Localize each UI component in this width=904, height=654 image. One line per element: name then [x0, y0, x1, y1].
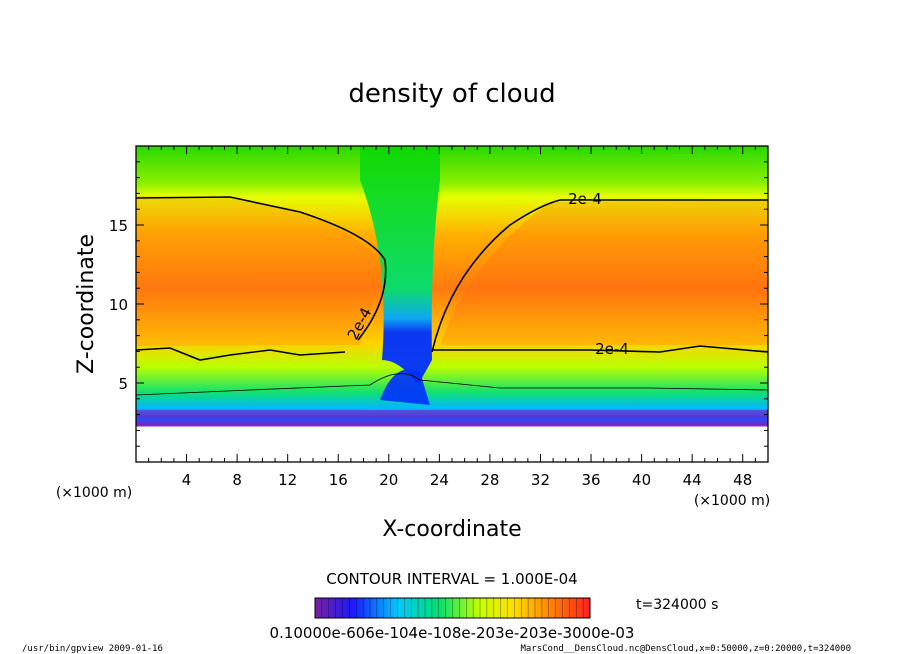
contour-label-right-base: 2e-4	[595, 340, 629, 358]
contour-interval-text: CONTOUR INTERVAL = 1.000E-04	[326, 570, 577, 588]
x-tick-label: 44	[683, 471, 702, 489]
heatmap-right-core	[440, 200, 768, 345]
colorbar-ticks	[321, 598, 584, 618]
x-tick-label: 36	[581, 471, 600, 489]
heatmap-central-gap	[360, 146, 440, 385]
x-tick-label: 32	[531, 471, 550, 489]
heatmap-field	[136, 146, 768, 462]
heatmap-purple-edge	[136, 410, 768, 418]
x-tick-label: 24	[430, 471, 449, 489]
contour-left-base	[136, 347, 346, 361]
y-tick-label: 5	[118, 375, 128, 393]
x-tick-label: 8	[232, 471, 242, 489]
contour-right-dome	[431, 199, 768, 353]
x-tick-label: 20	[379, 471, 398, 489]
x-axis-ticks: 4 8 12 16 20 24 28 32 36 40 44 48	[135, 146, 769, 489]
contour-label-right-dome: 2e-4	[568, 190, 602, 208]
colorbar-tick-labels: 0.10000e-606e-104e-108e-203e-203e-3000e-…	[270, 624, 635, 642]
footer-right: MarsCond__DensCloud.nc@DensCloud,x=0:500…	[520, 644, 851, 654]
y-unit-label: (×1000 m)	[694, 493, 770, 509]
x-tick-label: 40	[632, 471, 651, 489]
y-axis-ticks: 5 10 15	[109, 145, 768, 463]
x-tick-label: 4	[182, 471, 192, 489]
x-axis-label: X-coordinate	[382, 517, 521, 542]
x-tick-label: 28	[480, 471, 499, 489]
y-tick-label: 10	[109, 296, 128, 314]
contour-lower	[136, 373, 768, 396]
x-tick-label: 48	[733, 471, 752, 489]
y-axis-label: Z-coordinate	[74, 234, 99, 374]
x-unit-label: (×1000 m)	[56, 485, 132, 501]
contour-left-dome	[136, 196, 387, 341]
heatmap-left-core	[136, 196, 385, 346]
x-tick-label: 16	[329, 471, 348, 489]
footer-left: /usr/bin/gpview 2009-01-16	[22, 644, 163, 654]
x-tick-label: 12	[278, 471, 297, 489]
contour-lines	[136, 196, 768, 396]
y-tick-label: 15	[109, 217, 128, 235]
chart-title: density of cloud	[348, 79, 555, 109]
time-label: t=324000 s	[636, 597, 718, 613]
contour-right-base	[432, 345, 768, 353]
